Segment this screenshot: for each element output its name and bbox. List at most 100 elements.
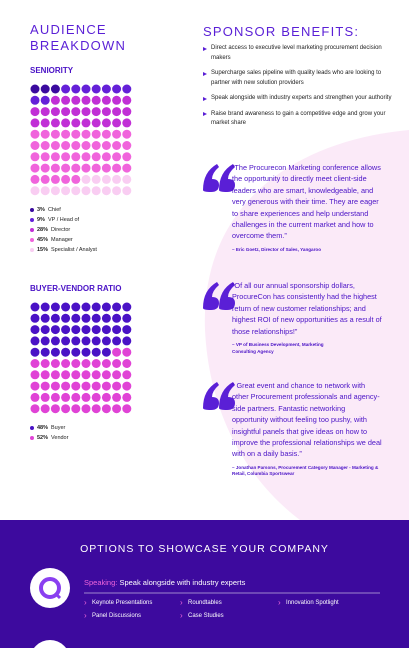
legend-swatch bbox=[30, 217, 34, 222]
waffle-dot bbox=[50, 141, 60, 150]
waffle-dot bbox=[30, 359, 40, 368]
legend-item: 28% Director bbox=[30, 225, 97, 235]
waffle-dot bbox=[30, 84, 40, 94]
waffle-dot bbox=[122, 152, 132, 162]
waffle-dot bbox=[40, 174, 50, 184]
waffle-dot bbox=[81, 174, 91, 184]
legend-label: Manager bbox=[51, 237, 73, 243]
waffle-dot bbox=[112, 347, 122, 357]
waffle-dot bbox=[50, 174, 60, 184]
benefits: Direct access to executive level marketi… bbox=[203, 44, 401, 135]
waffle-dot bbox=[61, 336, 71, 346]
waffle-dot bbox=[101, 107, 111, 117]
waffle-dot bbox=[40, 359, 50, 368]
waffle-dot bbox=[112, 152, 122, 162]
waffle-dot bbox=[101, 129, 111, 139]
legend-item: 45% Manager bbox=[30, 235, 97, 245]
waffle-dot bbox=[40, 336, 50, 346]
waffle-dot bbox=[101, 118, 111, 128]
waffle-dot bbox=[101, 381, 111, 391]
quote: “The Procurecon Marketing conference all… bbox=[232, 162, 382, 253]
waffle-dot bbox=[50, 359, 60, 368]
waffle-dot bbox=[122, 163, 132, 173]
legend-value: 45% bbox=[37, 237, 49, 243]
waffle-dot bbox=[50, 302, 60, 312]
option: Innovation Spotlight bbox=[278, 598, 339, 607]
waffle-dot bbox=[101, 186, 111, 196]
waffle-dot bbox=[91, 370, 101, 380]
seniority-legend: 3% Chief 9% VP / Head of 28% Director 45% Manag… bbox=[30, 205, 97, 255]
waffle-dot bbox=[40, 141, 50, 150]
legend-item: 15% Specialist / Analyst bbox=[30, 245, 97, 255]
waffle-dot bbox=[30, 174, 40, 184]
waffle-dot bbox=[30, 163, 40, 173]
waffle-dot bbox=[81, 152, 91, 162]
waffle-dot bbox=[30, 141, 40, 150]
legend-value: 15% bbox=[37, 247, 49, 253]
waffle-dot bbox=[40, 95, 50, 105]
waffle-dot bbox=[101, 313, 111, 323]
waffle-dot bbox=[91, 392, 101, 402]
waffle-dot bbox=[30, 152, 40, 162]
waffle-dot bbox=[30, 370, 40, 380]
waffle-dot bbox=[61, 129, 71, 139]
waffle-dot bbox=[122, 325, 132, 335]
waffle-dot bbox=[30, 381, 40, 391]
waffle-dot bbox=[40, 302, 50, 312]
waffle-dot bbox=[112, 404, 122, 414]
waffle-dot bbox=[101, 95, 111, 105]
waffle-dot bbox=[91, 141, 101, 150]
option: Keynote Presentations bbox=[84, 598, 152, 607]
waffle-dot bbox=[81, 107, 91, 117]
legend-swatch bbox=[30, 237, 34, 242]
waffle-dot bbox=[122, 370, 132, 380]
waffle-dot bbox=[50, 392, 60, 402]
right-title: SPONSOR BENEFITS: bbox=[203, 24, 360, 39]
waffle-dot bbox=[50, 152, 60, 162]
waffle-dot bbox=[40, 404, 50, 414]
quote: “Of all our annual sponsorship dollars, … bbox=[232, 280, 382, 355]
legend-swatch bbox=[30, 435, 34, 440]
waffle-dot bbox=[50, 313, 60, 323]
waffle-dot bbox=[81, 186, 91, 196]
waffle-dot bbox=[122, 186, 132, 196]
waffle-dot bbox=[30, 129, 40, 139]
benefit: Direct access to executive level marketi… bbox=[203, 44, 401, 63]
waffle-dot bbox=[61, 325, 71, 335]
waffle-dot bbox=[101, 152, 111, 162]
waffle-dot bbox=[122, 95, 132, 105]
waffle-dot bbox=[30, 347, 40, 357]
waffle-dot bbox=[40, 118, 50, 128]
options-title: OPTIONS TO SHOWCASE YOUR COMPANY bbox=[80, 543, 329, 555]
waffle-dot bbox=[112, 141, 122, 150]
waffle-dot bbox=[50, 84, 60, 94]
waffle-dot bbox=[81, 359, 91, 368]
quote-text: “ Great event and chance to network with… bbox=[232, 381, 382, 459]
waffle-dot bbox=[122, 359, 132, 368]
waffle-dot bbox=[61, 141, 71, 150]
legend-value: 9% bbox=[37, 217, 45, 223]
waffle-dot bbox=[71, 359, 81, 368]
waffle-dot bbox=[71, 95, 81, 105]
benefit: Raise brand awareness to gain a competit… bbox=[203, 110, 401, 129]
waffle-dot bbox=[40, 347, 50, 357]
waffle-dot bbox=[50, 381, 60, 391]
waffle-dot bbox=[81, 381, 91, 391]
legend-label: Buyer bbox=[51, 425, 66, 431]
waffle-dot bbox=[112, 95, 122, 105]
waffle-dot bbox=[112, 359, 122, 368]
quote: “ Great event and chance to network with… bbox=[232, 380, 382, 478]
waffle-dot bbox=[71, 186, 81, 196]
waffle-dot bbox=[30, 186, 40, 196]
waffle-dot bbox=[61, 381, 71, 391]
waffle-dot bbox=[71, 325, 81, 335]
waffle-dot bbox=[91, 163, 101, 173]
waffle-dot bbox=[40, 163, 50, 173]
waffle-dot bbox=[61, 84, 71, 94]
legend-item: 9% VP / Head of bbox=[30, 215, 97, 225]
waffle-dot bbox=[112, 84, 122, 94]
waffle-dot bbox=[71, 174, 81, 184]
waffle-dot bbox=[91, 84, 101, 94]
waffle-dot bbox=[50, 118, 60, 128]
speaking-heading: Speaking: Speak alongside with industry … bbox=[84, 578, 245, 587]
